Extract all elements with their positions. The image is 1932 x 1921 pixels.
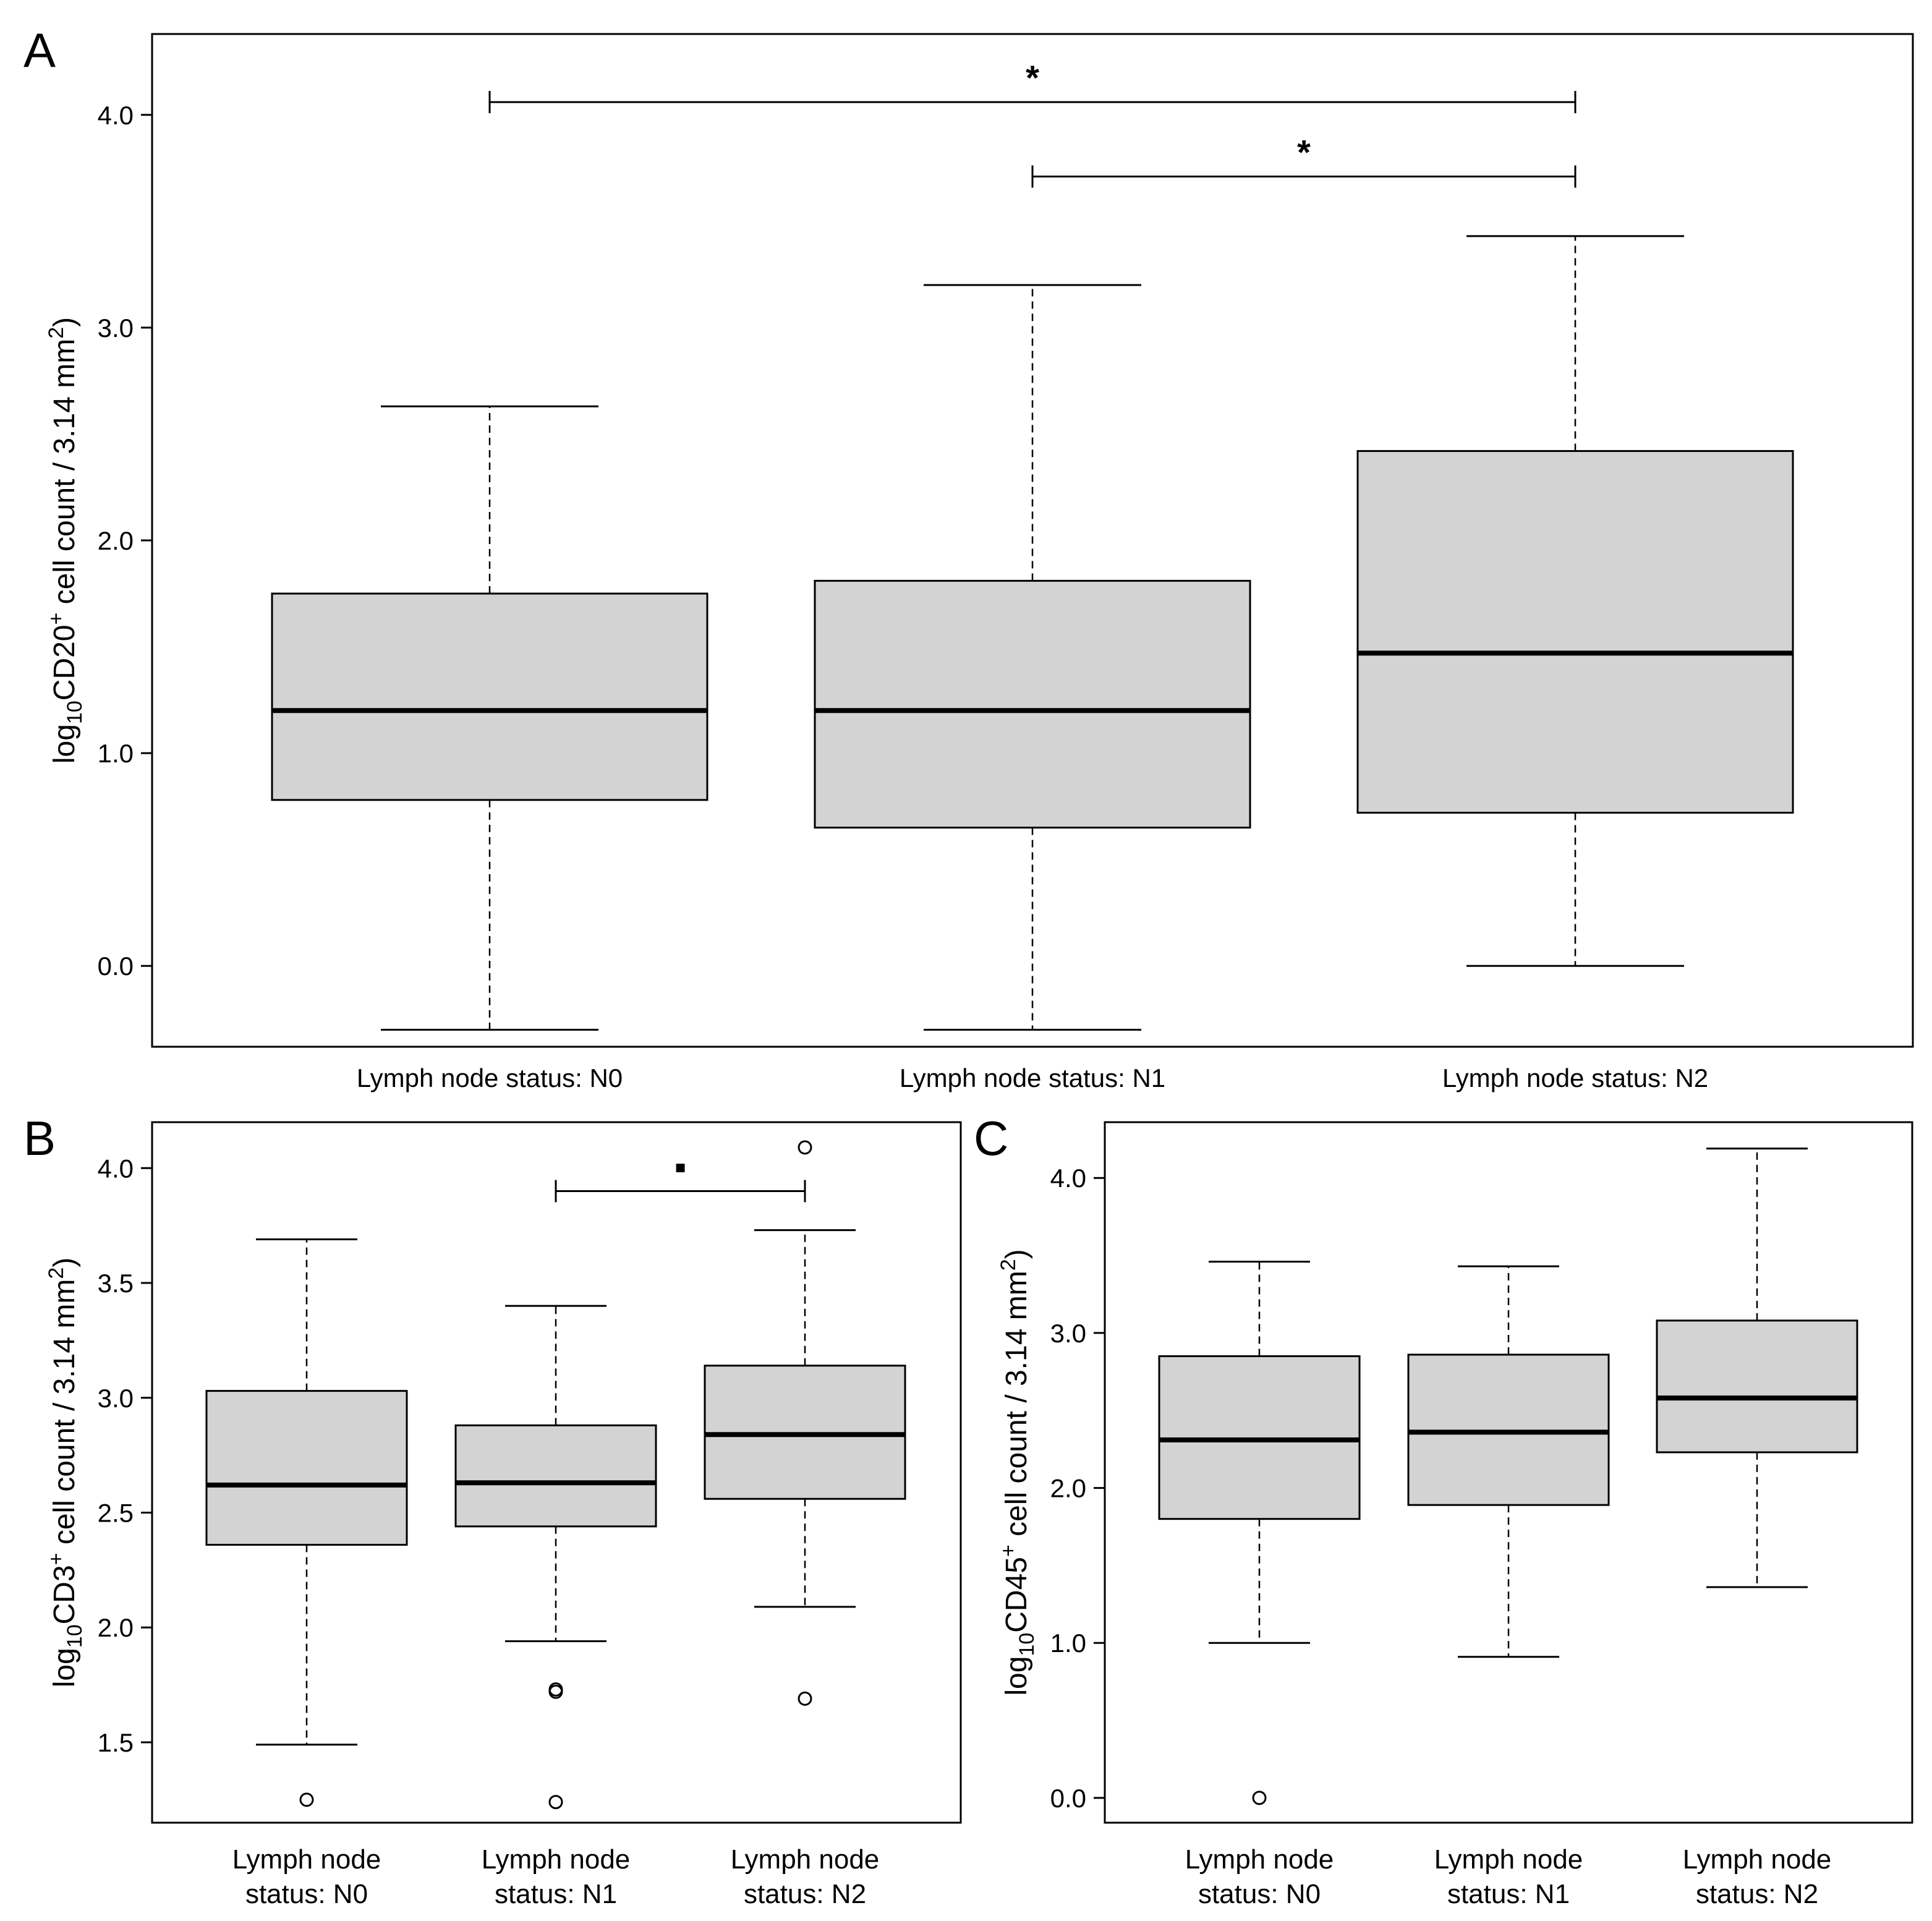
panel-b-box-group-1 [205,1238,408,1807]
panel-c-box-group-1 [1158,1261,1361,1805]
panel-a-x-category-label: Lymph node status: N2 [1442,1063,1708,1093]
panel-b-x-category-label: Lymph node status: N0 [232,1844,381,1909]
panel-c-plot-frame [1104,1121,1913,1824]
panel-a-box-group-1 [271,405,709,1031]
panel-a-box-group-3 [1356,235,1794,967]
panel-a-x-category-label: Lymph node status: N0 [357,1063,623,1093]
panel-b-y-tick-label: 4.0 [98,1154,134,1183]
panel-b-box-group-3 [704,1140,906,1706]
panel-a-y-tick-label: 2.0 [98,526,134,555]
iqr-box [454,1424,657,1528]
panel-a-letter: A [23,23,56,77]
panel-b-significance-bracket-1: ▪ [555,1147,806,1203]
panel-b-y-tick-label: 1.5 [98,1728,134,1757]
panel-b-y-tick-label: 3.0 [98,1384,134,1413]
panel-c-box-group-3 [1656,1148,1858,1588]
outlier-point [1252,1791,1267,1805]
panel-b-x-category-label: Lymph node status: N2 [731,1844,880,1909]
panel-a-box-group-2 [814,284,1251,1031]
panel-b-box-group-2 [454,1305,657,1810]
panel-a-y-tick-label: 1.0 [98,739,134,768]
panel-b-y-axis-label: log10CD3+ cell count / 3.14 mm2) [45,1258,87,1688]
panel-a-y-tick-label: 4.0 [98,101,134,130]
significance-marker: ▪ [674,1147,687,1186]
panel-c-y-tick-label: 4.0 [1050,1164,1086,1193]
outlier-point [798,1140,812,1155]
panel-c-x-category-label: Lymph node status: N0 [1185,1844,1334,1909]
significance-marker: * [1026,58,1039,97]
panel-c-y-tick-label: 0.0 [1050,1784,1086,1813]
iqr-box [814,579,1251,829]
panel-b-y-tick-label: 3.5 [98,1269,134,1298]
panel-c-y-tick-label: 2.0 [1050,1474,1086,1503]
outlier-point [548,1795,563,1810]
panel-a-y-tick-label: 3.0 [98,313,134,343]
panel-c-y-axis-label: log10CD45+ cell count / 3.14 mm2) [997,1249,1039,1695]
iqr-box [1656,1319,1858,1454]
outlier-point [798,1691,812,1706]
panel-c: C 0.0 1.0 2.0 3.0 4.0 log10CD45+ cell count /… [974,1111,1913,1909]
panel-b-y-tick-label: 2.0 [98,1613,134,1642]
panel-a-x-category-label: Lymph node status: N1 [900,1063,1165,1093]
outlier-point [299,1792,314,1807]
panel-b-letter: B [23,1111,56,1165]
outlier-point [548,1682,563,1697]
panel-a-y-tick-label: 0.0 [98,952,134,981]
panel-a-significance-bracket-2: * [1031,133,1577,188]
panel-c-x-category-label: Lymph node status: N2 [1683,1844,1832,1909]
panel-a: A 0.0 1.0 2.0 3.0 4.0 log10CD20+ cell count /… [23,23,1914,1093]
panel-c-box-group-2 [1407,1265,1610,1658]
panel-c-y-tick-label: 3.0 [1050,1319,1086,1348]
panel-b-y-tick-label: 2.5 [98,1499,134,1528]
panel-b-x-category-label: Lymph node status: N1 [482,1844,631,1909]
panel-c-x-category-label: Lymph node status: N1 [1434,1844,1583,1909]
panel-a-y-axis-label: log10CD20+ cell count / 3.14 mm2) [45,317,87,764]
panel-c-y-tick-label: 1.0 [1050,1629,1086,1658]
panel-a-significance-bracket-1: * [488,58,1577,114]
panel-b: B 1.5 2.0 2.5 3.0 3.5 4.0 log10CD3+ cell count… [23,1111,962,1909]
iqr-box [1356,449,1794,814]
panel-b-plot-frame [151,1121,962,1824]
significance-marker: * [1297,133,1311,172]
iqr-box [271,592,709,801]
panel-c-letter: C [974,1111,1008,1165]
iqr-box [205,1390,408,1546]
